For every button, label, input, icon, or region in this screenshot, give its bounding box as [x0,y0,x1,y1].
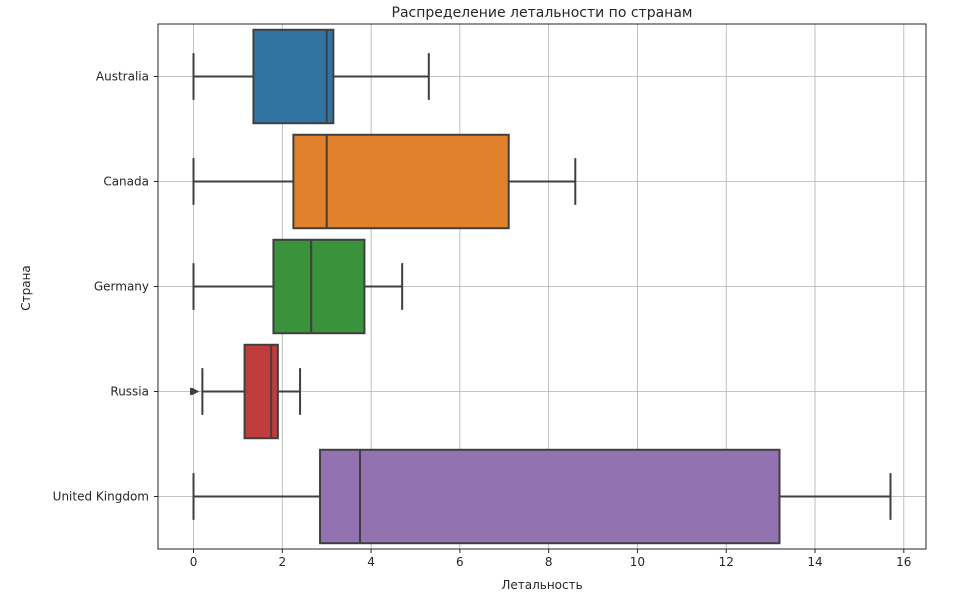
x-tick-label: 12 [719,555,734,569]
box-iqr [243,343,279,440]
y-tick-label: United Kingdom [53,490,149,504]
x-tick-label: 14 [807,555,822,569]
box-australia [192,28,430,125]
box-iqr [252,28,335,125]
x-tick-label: 6 [456,555,464,569]
box-iqr [292,133,510,230]
x-tick-label: 8 [545,555,553,569]
box-layer [190,28,892,545]
y-axis-label: Страна [19,265,33,311]
box-iqr [272,238,366,335]
x-tick-label: 0 [190,555,198,569]
y-tick-label: Canada [103,175,149,189]
outlier-point [191,387,200,396]
plot-frame [157,23,927,550]
y-tick-label: Australia [96,70,149,84]
x-tick-label: 2 [278,555,286,569]
x-tick-label: 16 [896,555,911,569]
box-iqr [319,448,781,545]
chart-title: Распределение летальности по странам [392,5,693,21]
x-tick-label: 4 [367,555,375,569]
y-tick-label: Germany [94,280,149,294]
x-tick-label: 10 [630,555,645,569]
box-russia [190,343,302,440]
box-germany [192,238,404,335]
x-axis-label: Летальность [501,578,582,592]
box-united-kingdom [192,448,892,545]
box-canada [192,133,577,230]
axis-layer: 0 2 4 6 8 10 12 14 16 Australia Canada Germany Russi… [53,23,927,569]
y-tick-label: Russia [110,385,149,399]
